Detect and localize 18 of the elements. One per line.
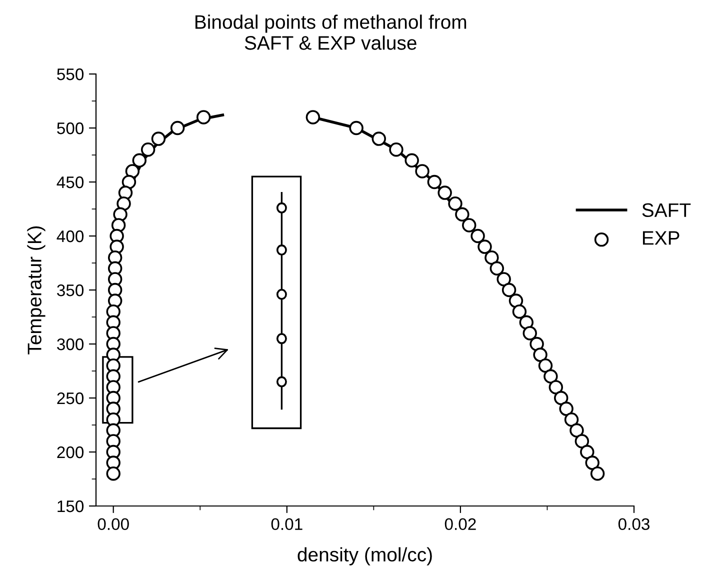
- x-tick-label: 0.01: [271, 518, 302, 530]
- y-tick-label: 550: [57, 68, 84, 80]
- y-tick-label: 450: [56, 176, 84, 188]
- chart-title: Binodal points of methanol from SAFT & EXP valuse: [195, 14, 466, 50]
- x-axis-title: density (mol/cc): [298, 547, 432, 566]
- y-tick-label: 500: [57, 122, 84, 134]
- y-tick-label: 150: [58, 500, 84, 512]
- legend-label: EXP: [642, 231, 680, 245]
- legend-label: SAFT: [642, 203, 691, 218]
- y-axis-title: Temperatur (K): [27, 226, 46, 354]
- x-tick-label: 0.00: [98, 518, 129, 530]
- x-tick-label: 0.03: [618, 518, 650, 530]
- y-tick-label: 250: [57, 392, 84, 404]
- y-tick-label: 200: [57, 446, 84, 458]
- x-tick-label: 0.02: [444, 518, 476, 530]
- y-tick-label: 300: [57, 338, 84, 350]
- y-tick-label: 400: [56, 230, 84, 242]
- y-tick-label: 350: [57, 284, 84, 296]
